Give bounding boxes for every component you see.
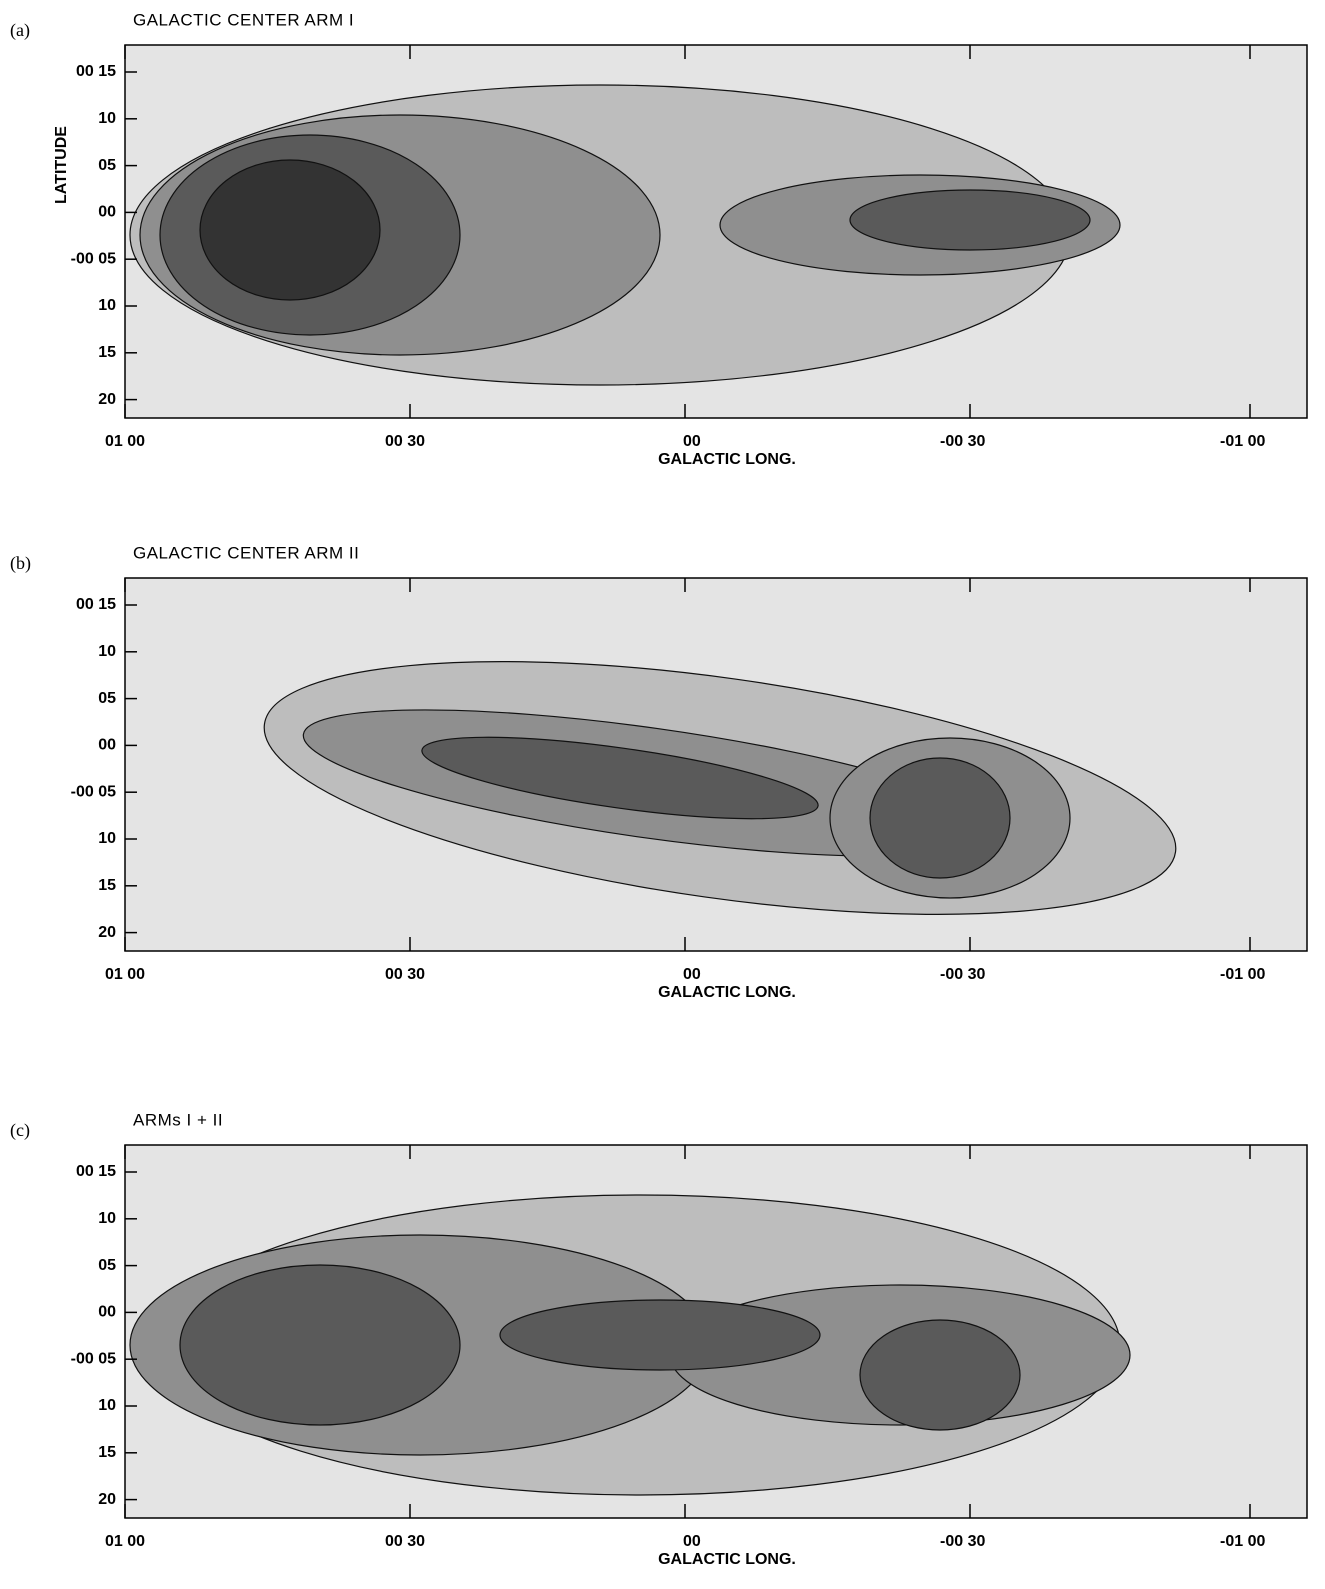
y-axis-label: LATITUDE (53, 126, 70, 204)
contour-region (500, 1300, 820, 1370)
x-tick-label: 00 (683, 1533, 701, 1550)
x-tick-label: 01 00 (105, 433, 145, 450)
panel-label: (b) (10, 553, 31, 574)
contour-region (180, 1265, 460, 1425)
y-tick-label: -00 05 (71, 783, 116, 800)
y-tick-label: 10 (98, 643, 116, 660)
contour-region (860, 1320, 1020, 1430)
y-tick-label: 15 (98, 877, 116, 894)
x-tick-label: 00 30 (385, 433, 425, 450)
y-tick-label: -00 05 (71, 250, 116, 267)
x-axis-label: GALACTIC LONG. (658, 984, 796, 1001)
y-tick-label: 10 (98, 110, 116, 127)
x-tick-label: 01 00 (105, 1533, 145, 1550)
panel-label: (c) (10, 1120, 30, 1141)
y-tick-label: 00 15 (76, 1163, 116, 1180)
y-tick-label: 20 (98, 1491, 116, 1508)
x-tick-label: 00 (683, 433, 701, 450)
panel-label: (a) (10, 20, 30, 41)
y-tick-label: 00 (98, 204, 116, 221)
x-tick-label: 00 30 (385, 966, 425, 983)
y-tick-label: 15 (98, 1444, 116, 1461)
x-tick-label: -01 00 (1220, 433, 1265, 450)
y-tick-label: 05 (98, 157, 116, 174)
y-tick-label: 00 (98, 737, 116, 754)
y-tick-label: 05 (98, 1257, 116, 1274)
y-tick-label: 00 (98, 1304, 116, 1321)
x-tick-label: -00 30 (940, 966, 985, 983)
y-tick-label: 20 (98, 391, 116, 408)
panel-title: GALACTIC CENTER ARM I (133, 10, 354, 29)
x-tick-label: 01 00 (105, 966, 145, 983)
panel-title: GALACTIC CENTER ARM II (133, 543, 359, 562)
y-tick-label: 00 15 (76, 63, 116, 80)
y-tick-label: -00 05 (71, 1350, 116, 1367)
y-tick-label: 00 15 (76, 596, 116, 613)
contour-region (850, 190, 1090, 250)
y-tick-label: 05 (98, 690, 116, 707)
x-tick-label: 00 30 (385, 1533, 425, 1550)
y-tick-label: 10 (98, 297, 116, 314)
x-tick-label: 00 (683, 966, 701, 983)
x-axis-label: GALACTIC LONG. (658, 1551, 796, 1568)
contour-region (200, 160, 380, 300)
y-tick-label: 20 (98, 924, 116, 941)
y-tick-label: 10 (98, 1210, 116, 1227)
x-tick-label: -01 00 (1220, 966, 1265, 983)
x-axis-label: GALACTIC LONG. (658, 451, 796, 468)
y-tick-label: 10 (98, 830, 116, 847)
x-tick-label: -00 30 (940, 1533, 985, 1550)
figure: (a) GALACTIC CENTER ARM I 00 15 10 05 00 -00 0… (0, 0, 1325, 1589)
y-tick-label: 10 (98, 1397, 116, 1414)
x-tick-label: -01 00 (1220, 1533, 1265, 1550)
y-tick-label: 15 (98, 344, 116, 361)
contour-region (870, 758, 1010, 878)
panel-title: ARMs I + II (133, 1110, 223, 1129)
x-tick-label: -00 30 (940, 433, 985, 450)
